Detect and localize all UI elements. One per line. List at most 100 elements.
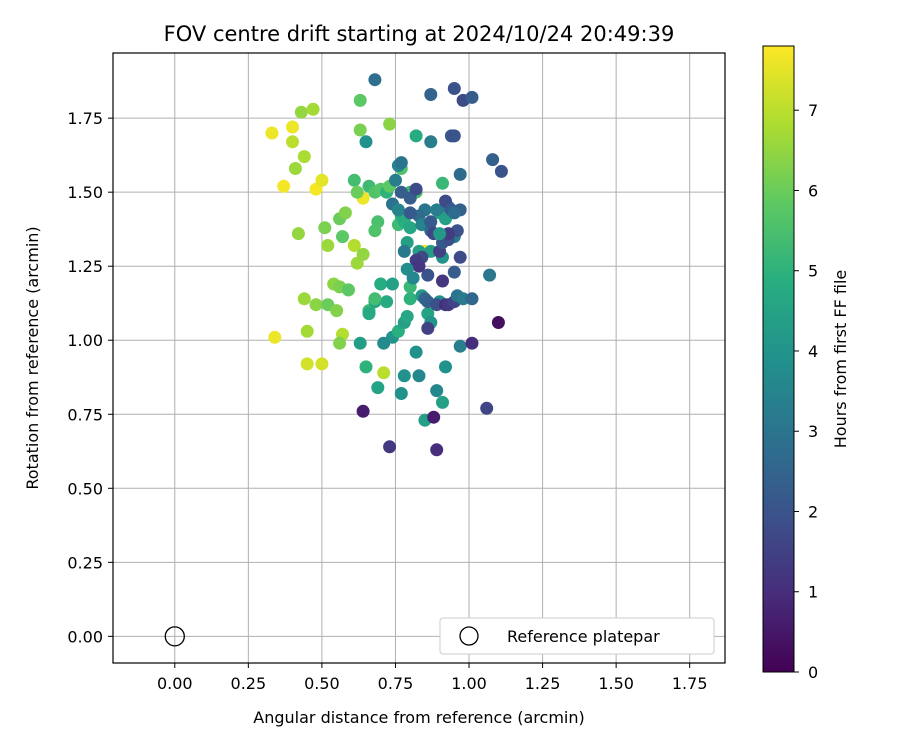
data-point [403, 221, 417, 235]
colorbar-tick-label: 1 [808, 583, 818, 602]
data-point [347, 173, 361, 187]
legend-entry-label: Reference platepar [507, 627, 660, 646]
data-point [294, 105, 308, 119]
data-point [453, 167, 467, 181]
data-point [368, 224, 382, 238]
colorbar-label: Hours from first FF file [831, 270, 850, 449]
data-point [389, 173, 402, 187]
data-point [483, 268, 497, 282]
data-point [439, 360, 452, 374]
data-point [409, 182, 423, 196]
data-point [350, 185, 364, 199]
data-point [430, 203, 444, 217]
plot-area-frame [112, 52, 726, 664]
data-point [436, 176, 449, 190]
data-point [336, 230, 349, 244]
data-point [456, 292, 470, 306]
data-point [465, 292, 479, 306]
data-point [433, 227, 447, 241]
data-point [494, 164, 508, 178]
x-tick-label: 0.25 [231, 674, 267, 693]
data-point [359, 360, 373, 374]
data-point [383, 117, 397, 131]
data-point [315, 357, 329, 371]
data-point [330, 304, 344, 318]
data-point [353, 336, 367, 350]
grid [113, 53, 725, 663]
data-point [397, 244, 411, 258]
data-point [412, 259, 426, 273]
colorbar-tick-label: 6 [808, 181, 818, 200]
colorbar-tick-label: 2 [808, 502, 818, 521]
data-point [421, 321, 435, 335]
data-point [353, 93, 367, 107]
chart-title: FOV centre drift starting at 2024/10/24 … [164, 22, 675, 46]
legend-reference-circle-icon [459, 626, 479, 646]
data-points [265, 73, 508, 457]
data-point [356, 247, 370, 261]
data-point [447, 206, 461, 220]
x-tick-label: 1.75 [672, 674, 708, 693]
data-point [391, 203, 405, 217]
data-point [309, 298, 323, 312]
data-point [421, 268, 435, 282]
data-point [306, 102, 320, 116]
x-tick-label: 1.50 [598, 674, 634, 693]
legend: Reference platepar [439, 617, 715, 655]
data-point [447, 265, 461, 279]
colorbar: 0 1 2 3 4 5 6 7 Hours from first FF file [762, 45, 850, 682]
data-point [286, 135, 299, 149]
data-point [291, 227, 305, 241]
data-point [383, 440, 397, 454]
data-point [377, 336, 391, 350]
x-tick-label: 0.50 [304, 674, 340, 693]
data-point [424, 135, 438, 149]
data-point [333, 336, 347, 350]
colorbar-tick-label: 3 [808, 422, 818, 441]
data-point [427, 410, 441, 424]
data-point [356, 404, 370, 418]
data-point [394, 156, 408, 170]
data-point [371, 381, 385, 395]
reference-marker [164, 626, 185, 647]
data-point [424, 215, 438, 229]
y-tick-label: 1.50 [67, 183, 103, 202]
x-tick-label: 1.00 [451, 674, 487, 693]
data-point [480, 401, 494, 415]
x-tick-label: 1.25 [525, 674, 561, 693]
data-point [380, 295, 394, 309]
data-point [374, 277, 388, 291]
data-point [297, 292, 311, 306]
data-point [341, 283, 355, 297]
data-point [377, 366, 391, 380]
data-point [353, 123, 367, 137]
data-point [400, 310, 414, 323]
data-point [297, 150, 311, 164]
data-point [409, 129, 423, 143]
data-point [268, 330, 282, 344]
data-point [447, 129, 461, 143]
y-tick-label: 0.25 [67, 553, 103, 572]
data-point [406, 271, 420, 285]
data-point [403, 292, 417, 306]
data-point [486, 153, 500, 167]
data-point [277, 179, 291, 193]
data-point [424, 88, 438, 101]
data-point [436, 274, 449, 288]
y-axis-ticks: 0.00 0.25 0.50 0.75 1.00 1.25 1.50 1.75 [67, 109, 113, 646]
x-axis-ticks: 0.00 0.25 0.50 0.75 1.00 1.25 1.50 1.75 [157, 663, 708, 693]
y-tick-label: 0.00 [67, 627, 103, 646]
data-point [453, 339, 467, 353]
data-point [397, 369, 411, 383]
data-point [300, 324, 314, 338]
data-point [412, 369, 426, 383]
data-point [465, 336, 479, 350]
data-point [368, 292, 382, 306]
colorbar-tick-label: 0 [808, 663, 818, 682]
x-tick-label: 0.00 [157, 674, 193, 693]
data-point [394, 387, 408, 400]
data-point [403, 206, 417, 220]
data-point [491, 316, 505, 329]
data-point [300, 357, 314, 371]
y-tick-label: 1.00 [67, 331, 103, 350]
